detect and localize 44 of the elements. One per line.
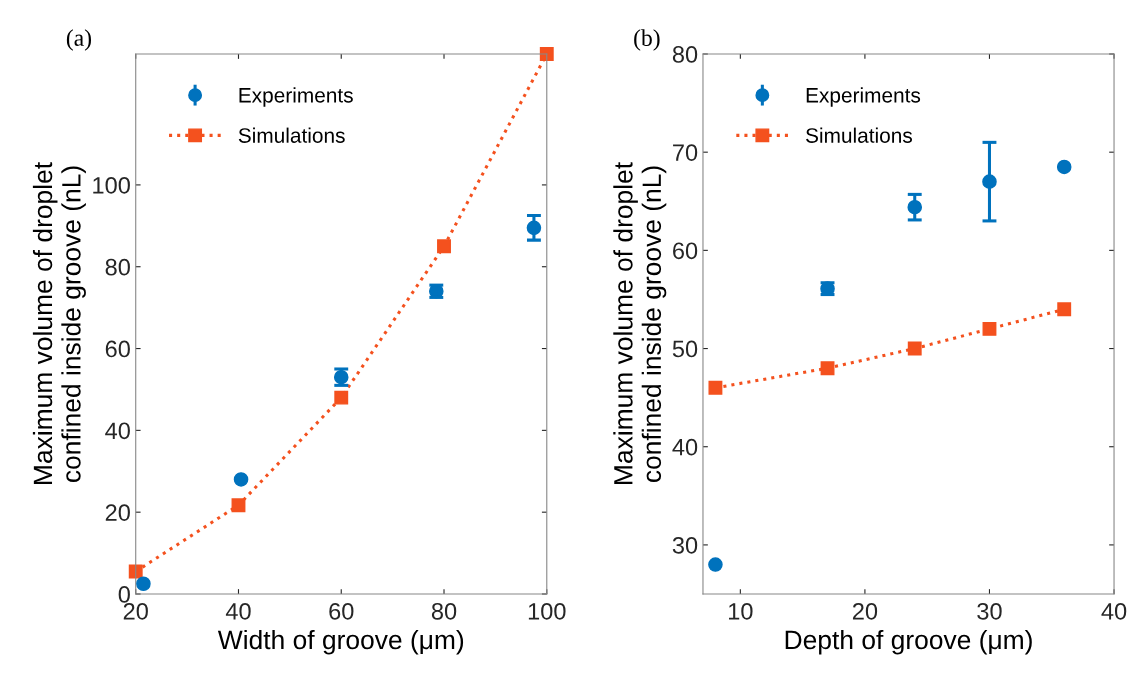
x-tick-label: 60 xyxy=(329,602,354,620)
x-tick-label: 10 xyxy=(729,602,753,620)
point xyxy=(334,390,349,405)
point xyxy=(233,472,249,487)
x-tick-label: 80 xyxy=(431,602,457,620)
y-tick-label: 70 xyxy=(673,144,698,161)
y-tick-label: 0 xyxy=(118,586,130,603)
x-axis-title: Depth of groove (μm) xyxy=(785,629,1032,655)
legend-label: Experiments xyxy=(806,87,921,107)
chart-title: (a) xyxy=(66,29,92,51)
chart-title: (b) xyxy=(634,29,660,51)
point xyxy=(708,380,723,395)
y-tick-label: 20 xyxy=(105,504,130,521)
legend-label: Simulations xyxy=(238,127,345,143)
point xyxy=(820,361,835,376)
legend-label: Simulations xyxy=(806,127,912,143)
point xyxy=(437,239,451,254)
point xyxy=(136,576,151,592)
point xyxy=(1056,159,1072,175)
point xyxy=(1057,302,1072,317)
y-tick-label: 60 xyxy=(105,340,130,358)
y-tick-label: 60 xyxy=(673,242,698,260)
y-tick-label: 100 xyxy=(93,176,130,194)
y-tick-label: 80 xyxy=(105,258,130,276)
y-tick-label: 80 xyxy=(672,46,698,63)
x-tick-label: 20 xyxy=(123,602,148,620)
y-tick-label: 40 xyxy=(105,422,130,440)
point xyxy=(539,47,554,61)
point xyxy=(982,321,997,336)
x-tick-label: 40 xyxy=(225,602,251,620)
y-tick-label: 50 xyxy=(672,340,698,358)
x-tick-label: 30 xyxy=(977,602,1002,620)
y-axis-title: Maximum volume of droplet confined inside groove (nL) xyxy=(613,162,667,484)
x-tick-label: 20 xyxy=(852,602,878,620)
legend-label: Experiments xyxy=(239,87,353,107)
point xyxy=(907,341,922,356)
x-axis-title: Width of groove (μm) xyxy=(217,629,464,655)
point xyxy=(231,498,246,513)
y-tick-label: 40 xyxy=(672,438,698,456)
y-tick-label: 30 xyxy=(672,536,698,554)
x-tick-label: 100 xyxy=(528,602,566,620)
x-tick-label: 40 xyxy=(1101,602,1127,620)
y-axis-title: Maximum volume of droplet confined inside groove (nL) xyxy=(32,162,86,484)
point xyxy=(708,557,723,572)
